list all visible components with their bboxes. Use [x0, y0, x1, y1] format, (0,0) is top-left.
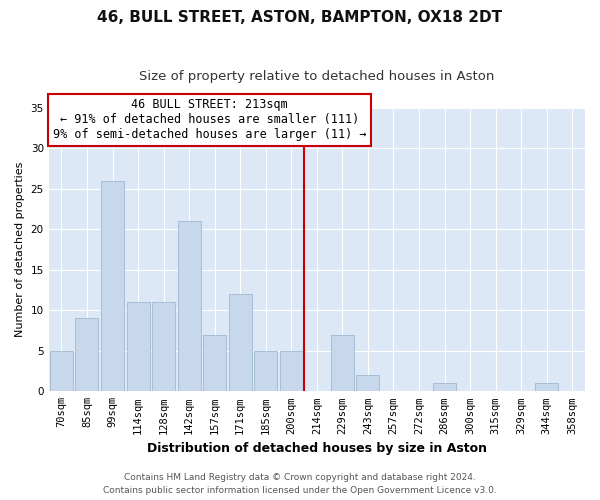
Bar — [50, 351, 73, 392]
Bar — [331, 334, 354, 392]
Title: Size of property relative to detached houses in Aston: Size of property relative to detached ho… — [139, 70, 494, 83]
Bar — [178, 221, 200, 392]
Bar — [127, 302, 149, 392]
Bar — [229, 294, 252, 392]
Text: 46 BULL STREET: 213sqm
← 91% of detached houses are smaller (111)
9% of semi-det: 46 BULL STREET: 213sqm ← 91% of detached… — [53, 98, 367, 142]
Bar — [535, 383, 558, 392]
Bar — [203, 334, 226, 392]
Y-axis label: Number of detached properties: Number of detached properties — [15, 162, 25, 337]
Bar — [152, 302, 175, 392]
Text: Contains HM Land Registry data © Crown copyright and database right 2024.
Contai: Contains HM Land Registry data © Crown c… — [103, 474, 497, 495]
Bar — [101, 180, 124, 392]
Bar — [433, 383, 456, 392]
Bar — [280, 351, 303, 392]
Text: 46, BULL STREET, ASTON, BAMPTON, OX18 2DT: 46, BULL STREET, ASTON, BAMPTON, OX18 2D… — [97, 10, 503, 25]
Bar — [356, 375, 379, 392]
Bar — [254, 351, 277, 392]
X-axis label: Distribution of detached houses by size in Aston: Distribution of detached houses by size … — [147, 442, 487, 455]
Bar — [76, 318, 98, 392]
